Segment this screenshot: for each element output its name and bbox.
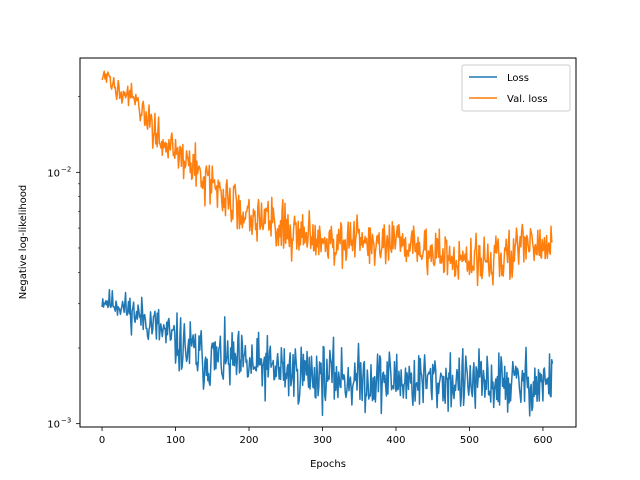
series-layer [101, 70, 554, 417]
legend: Loss Val. loss [461, 64, 571, 112]
x-tick-label: 0 [99, 435, 105, 446]
x-axis-label: Epochs [310, 459, 346, 470]
y-tick-label: 10 [47, 168, 60, 179]
x-tick-label: 500 [460, 435, 479, 446]
x-tick-label: 600 [533, 435, 552, 446]
x-tick-label: 200 [239, 435, 258, 446]
y-axis-label: Negative log-likelihood [18, 185, 29, 300]
series-line-loss [101, 288, 554, 417]
x-tick-label: 100 [166, 435, 185, 446]
plot-frame [79, 57, 577, 428]
x-tick-label: 300 [313, 435, 332, 446]
y-tick-exponent: −2 [61, 165, 71, 173]
y-tick-exponent: −3 [61, 417, 71, 425]
legend-label: Loss [507, 73, 529, 84]
legend-label: Val. loss [507, 94, 548, 105]
y-tick-label: 10 [47, 420, 60, 431]
series-line-val-loss [101, 70, 553, 287]
x-tick-label: 400 [386, 435, 405, 446]
